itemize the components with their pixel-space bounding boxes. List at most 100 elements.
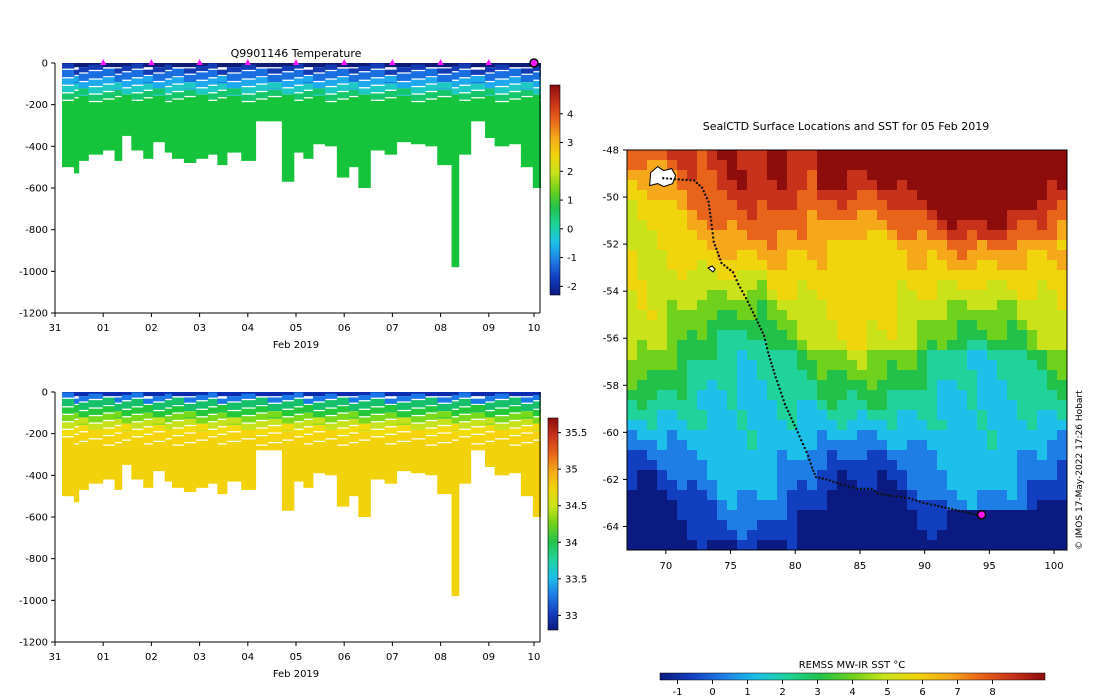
sst-cell <box>867 210 878 221</box>
sst-cell <box>667 350 678 361</box>
sst-cell <box>897 370 908 381</box>
sst-cell <box>707 510 718 521</box>
sst-cell <box>717 390 728 401</box>
sst-cell <box>997 470 1008 481</box>
sst-cell <box>1027 240 1038 251</box>
sst-cell <box>857 430 868 441</box>
sst-cell <box>777 220 788 231</box>
profile-layer <box>207 69 218 78</box>
profile-layer <box>384 63 398 68</box>
sst-cell <box>997 280 1008 291</box>
sst-cell <box>727 330 738 341</box>
sst-cell <box>837 450 848 461</box>
profile-layer <box>396 73 412 81</box>
sst-cell <box>877 440 888 451</box>
sst-cell <box>887 540 898 550</box>
profile-layer <box>121 94 132 136</box>
sst-cell <box>887 320 898 331</box>
x-tick-label: 31 <box>49 323 62 334</box>
profile-layer <box>78 442 89 490</box>
sst-cell <box>997 440 1008 451</box>
profile-layer <box>207 100 218 155</box>
sst-cell <box>997 530 1008 541</box>
track-point <box>767 354 771 358</box>
profile-layer <box>324 408 338 415</box>
sst-cell <box>687 500 698 511</box>
sst-cell <box>967 520 978 531</box>
sst-cell <box>857 490 868 501</box>
profile-column <box>336 392 350 507</box>
track-point <box>742 293 746 296</box>
sst-cell <box>687 480 698 491</box>
sst-cell <box>787 390 798 401</box>
sst-cell <box>917 510 928 521</box>
sst-cell <box>1047 500 1058 511</box>
sst-cell <box>967 170 978 181</box>
sst-cell <box>927 190 938 201</box>
profile-layer <box>195 63 209 68</box>
sst-cell <box>667 380 678 391</box>
sst-cell <box>1047 530 1058 541</box>
sst-cell <box>937 430 948 441</box>
sst-colorbar-label: REMSS MW-IR SST °C <box>799 660 906 671</box>
y-tick-label: 0 <box>42 59 48 70</box>
sst-cell <box>707 450 718 461</box>
sst-cell <box>717 230 728 241</box>
sst-cell <box>627 340 638 351</box>
sst-cell <box>627 200 638 211</box>
sst-cell <box>757 310 768 321</box>
sst-cell <box>867 280 878 291</box>
map-x-tick-label: 100 <box>1045 561 1064 572</box>
sst-cell <box>627 310 638 321</box>
sst-cell <box>917 190 928 201</box>
sst-cell <box>807 320 818 331</box>
sst-cell <box>877 280 888 291</box>
sst-cell <box>817 390 828 401</box>
profile-layer <box>358 80 371 88</box>
sst-cell <box>847 390 858 401</box>
profile-layer <box>336 445 350 507</box>
sst-cell <box>877 180 888 191</box>
sst-cell <box>837 330 848 341</box>
profile-layer <box>255 92 269 99</box>
sst-cell <box>957 190 968 201</box>
map-x-tick-label: 80 <box>789 561 802 572</box>
profile-column <box>62 392 75 497</box>
sst-cell <box>647 200 658 211</box>
sst-cell <box>987 280 998 291</box>
sst-cell <box>707 360 718 371</box>
profile-layer <box>281 392 295 397</box>
profile-layer <box>324 102 338 147</box>
sst-cell <box>947 200 958 211</box>
sst-cell <box>767 190 778 201</box>
profile-layer <box>102 99 116 151</box>
profile-layer <box>410 400 426 408</box>
sst-cell <box>857 500 868 511</box>
profile-layer <box>396 442 412 472</box>
x-tick-label: 06 <box>338 323 351 334</box>
x-tick-label: 05 <box>290 652 303 663</box>
sst-cell <box>627 390 638 401</box>
sst-cell <box>1027 480 1038 491</box>
track-point <box>766 351 770 354</box>
sst-cell <box>677 390 688 401</box>
sst-cell <box>927 300 938 311</box>
profile-layer <box>183 82 197 89</box>
sst-cell <box>627 430 638 441</box>
profile-layer <box>73 98 80 174</box>
track-point <box>873 489 877 493</box>
profile-layer <box>88 94 104 101</box>
sst-cell <box>697 210 708 221</box>
sst-cell <box>917 350 928 361</box>
sst-cell <box>677 250 688 261</box>
sst-cell <box>1057 170 1067 181</box>
sst-cell <box>977 380 988 391</box>
sst-cell <box>937 330 948 341</box>
sst-cell <box>947 160 958 171</box>
track-point <box>964 511 968 514</box>
track-point <box>793 424 796 427</box>
sst-cell <box>1017 450 1028 461</box>
sst-cell <box>1007 250 1018 261</box>
profile-layer <box>164 94 173 101</box>
profile-layer <box>88 87 104 94</box>
